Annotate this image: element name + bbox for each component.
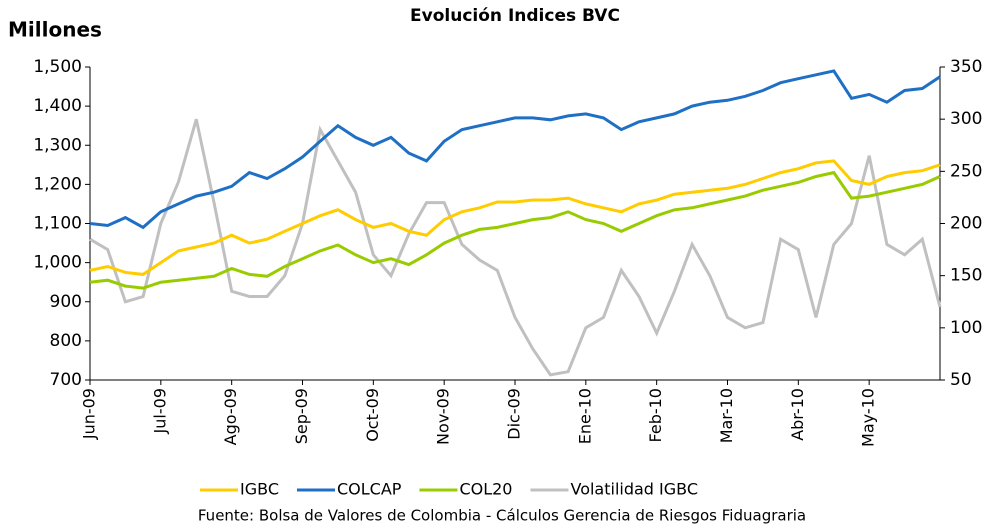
legend-label: COLCAP <box>337 480 402 499</box>
x-tick-label: Mar-10 <box>717 388 736 443</box>
y2-tick-label: 50 <box>950 370 972 390</box>
series-line <box>89 170 941 290</box>
y2-tick-label: 350 <box>950 57 982 77</box>
x-tick-label: Nov-09 <box>434 388 453 445</box>
y2-tick-label: 100 <box>950 318 982 338</box>
y-tick-label: 1,200 <box>33 174 82 194</box>
x-tick-label: Abr-10 <box>788 388 807 441</box>
x-tick-label: May-10 <box>859 388 878 447</box>
x-tick-label: Sep-09 <box>292 388 311 444</box>
y-tick-label: 1,100 <box>33 214 82 234</box>
y2-tick-label: 200 <box>950 214 982 234</box>
y-axis-label: Millones <box>8 18 102 42</box>
y2-tick-label: 150 <box>950 266 982 286</box>
legend-label: Volatilidad IGBC <box>570 480 698 499</box>
y-tick-label: 1,300 <box>33 135 82 155</box>
x-tick-label: Ene-10 <box>575 388 594 444</box>
y-tick-label: 1,000 <box>33 253 82 273</box>
chart-title: Evolución Indices BVC <box>410 6 620 26</box>
source: Fuente: Bolsa de Valores de Colombia - C… <box>198 507 806 525</box>
y2-tick-label: 300 <box>950 109 982 129</box>
y-tick-label: 1,500 <box>33 57 82 77</box>
y-tick-label: 1,400 <box>33 96 82 116</box>
series-line <box>89 118 942 377</box>
x-tick-label: Jul-09 <box>150 388 169 434</box>
y-tick-label: 700 <box>50 370 82 390</box>
x-tick-label: Oct-09 <box>363 388 382 442</box>
legend-label: COL20 <box>459 480 512 499</box>
y-tick-label: 800 <box>50 331 82 351</box>
series-line <box>89 159 941 276</box>
legend-label: IGBC <box>240 480 279 499</box>
x-tick-label: Dic-09 <box>505 388 524 440</box>
x-tick-label: Jun-09 <box>80 388 99 440</box>
series-line <box>89 69 941 230</box>
x-tick-label: Feb-10 <box>646 388 665 442</box>
x-tick-label: Ago-09 <box>221 388 240 445</box>
y-tick-label: 900 <box>50 292 82 312</box>
y2-tick-label: 250 <box>950 161 982 181</box>
